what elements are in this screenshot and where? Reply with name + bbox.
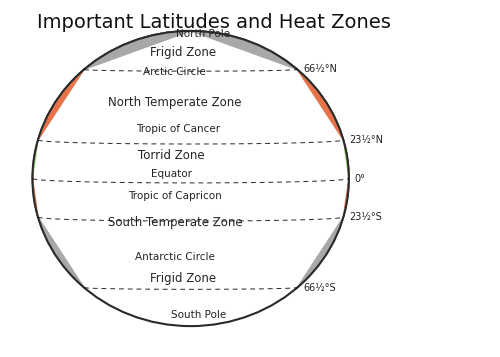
Polygon shape [38,31,344,140]
Text: Frigid Zone: Frigid Zone [150,46,216,59]
Text: South Temperate Zone: South Temperate Zone [108,216,242,230]
Text: 66½°N: 66½°N [303,64,337,75]
Polygon shape [84,31,298,69]
Polygon shape [32,31,349,288]
Text: Torrid Zone: Torrid Zone [138,149,205,162]
Text: Tropic of Cancer: Tropic of Cancer [136,124,220,134]
Text: Tropic of Capricon: Tropic of Capricon [128,191,222,202]
Text: North Temperate Zone: North Temperate Zone [108,96,242,110]
Text: 23½°N: 23½°N [350,135,384,145]
Text: Arctic Circle: Arctic Circle [144,67,206,77]
Text: Frigid Zone: Frigid Zone [150,272,216,285]
Polygon shape [32,31,349,217]
Polygon shape [32,31,349,178]
Text: 66½°S: 66½°S [303,282,336,293]
Text: South Pole: South Pole [171,310,226,320]
Text: Important Latitudes and Heat Zones: Important Latitudes and Heat Zones [38,13,392,32]
Text: North Pole: North Pole [176,29,231,39]
Text: 0°: 0° [355,174,366,183]
Text: Equator: Equator [151,169,192,178]
Text: Antarctic Circle: Antarctic Circle [135,252,215,262]
Text: 23½°S: 23½°S [350,212,382,222]
